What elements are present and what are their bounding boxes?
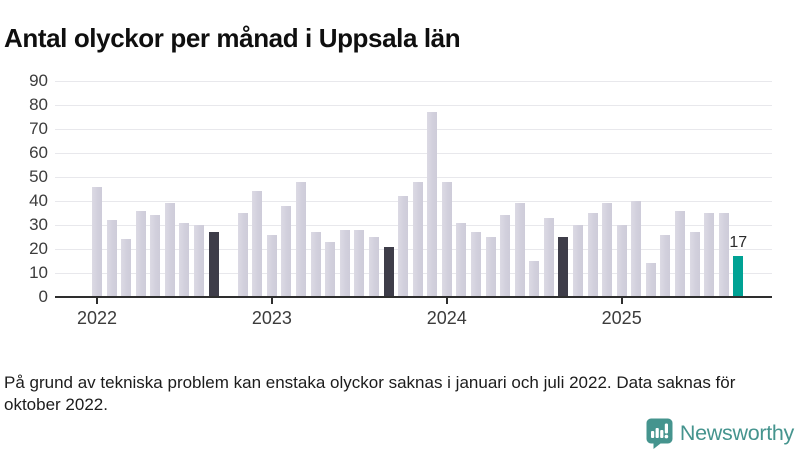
bar-2024-03 (470, 232, 481, 297)
footnote-line-1: På grund av tekniska problem kan enstaka… (4, 373, 736, 392)
x-axis-year-tick (96, 298, 98, 304)
bar-2023-12 (427, 112, 438, 297)
gridline-90 (55, 80, 772, 82)
bar-2023-02 (281, 205, 292, 297)
bar-2022-09 (208, 232, 219, 297)
bar-2025-04 (660, 234, 671, 297)
x-axis-year-label: 2024 (426, 308, 467, 328)
bar-2022-04 (135, 210, 146, 297)
bar-value-label: 17 (729, 234, 748, 252)
bar-2023-05 (325, 241, 336, 297)
bar-2022-12 (252, 191, 263, 297)
y-axis-tick-label: 60 (29, 143, 48, 162)
y-axis-tick-label: 80 (29, 95, 48, 114)
bar-2025-05 (675, 210, 685, 297)
bar-2023-03 (296, 181, 307, 297)
footnote: På grund av tekniska problem kan enstaka… (4, 372, 784, 416)
y-axis-tick-label: 30 (29, 215, 48, 234)
bar-2023-04 (310, 232, 321, 297)
bar-2024-12 (602, 203, 613, 297)
bar-2023-09 (383, 246, 394, 297)
y-axis-tick-label: 50 (29, 167, 48, 186)
bar-2023-06 (339, 229, 350, 297)
bar-2022-08 (194, 225, 205, 297)
bar-2025-09 (733, 256, 744, 297)
bar-2025-07 (704, 213, 715, 297)
bar-2024-02 (456, 222, 467, 297)
bar-2025-06 (689, 232, 700, 297)
bar-2023-08 (368, 237, 379, 297)
bar-2022-06 (164, 203, 175, 297)
bar-2023-11 (412, 181, 423, 297)
x-axis-line (55, 296, 772, 298)
gridline-50 (55, 176, 772, 178)
bar-2022-05 (150, 215, 161, 297)
accidents-per-month-bar-chart: 0 10 20 30 40 50 60 70 80 90 2022 2023 2024 2025 17 (29, 71, 772, 328)
bar-2022-11 (237, 213, 248, 297)
x-axis-year-label: 2022 (76, 308, 118, 328)
y-axis-tick-label: 10 (29, 263, 48, 282)
bar-2024-05 (500, 215, 511, 297)
x-axis-year-label: 2025 (601, 308, 642, 328)
x-axis-year-tick (620, 298, 623, 304)
y-axis-tick-label: 20 (29, 239, 48, 258)
bar-2024-10 (572, 225, 583, 297)
bar-2025-02 (631, 201, 642, 297)
bar-2024-06 (514, 203, 525, 297)
bar-2025-01 (616, 225, 627, 297)
newsworthy-logo-text: Newsworthy (679, 421, 794, 445)
bar-2024-04 (485, 237, 496, 297)
bar-2024-08 (543, 217, 554, 297)
bar-2024-11 (587, 213, 598, 297)
bar-2025-08 (718, 213, 729, 297)
x-axis-year-label: 2023 (251, 308, 292, 328)
newsworthy-logo-icon (646, 418, 673, 449)
bar-2025-03 (645, 263, 656, 297)
footnote-line-2: oktober 2022. (4, 395, 108, 414)
gridline-60 (55, 152, 772, 154)
page-title: Antal olyckor per månad i Uppsala län (4, 23, 461, 54)
bar-2023-01 (266, 234, 277, 297)
bar-2022-02 (106, 220, 117, 297)
x-axis-year-tick (445, 298, 448, 304)
bar-2022-03 (121, 239, 132, 297)
bar-2023-10 (398, 196, 409, 297)
gridline-80 (55, 104, 772, 106)
bar-2023-07 (354, 229, 365, 297)
y-axis-tick-label: 70 (29, 119, 48, 138)
x-axis-year-tick (270, 298, 273, 304)
y-axis-tick-label: 90 (29, 71, 48, 90)
bar-2022-01 (92, 186, 102, 297)
bar-2024-07 (529, 261, 540, 297)
bar-2024-01 (441, 181, 452, 297)
gridline-70 (55, 128, 772, 130)
bar-2022-07 (179, 222, 190, 297)
y-axis-tick-label: 0 (38, 287, 48, 306)
bar-2024-09 (558, 237, 569, 297)
newsworthy-logo[interactable]: Newsworthy (646, 418, 794, 449)
y-axis-tick-label: 40 (29, 191, 48, 210)
